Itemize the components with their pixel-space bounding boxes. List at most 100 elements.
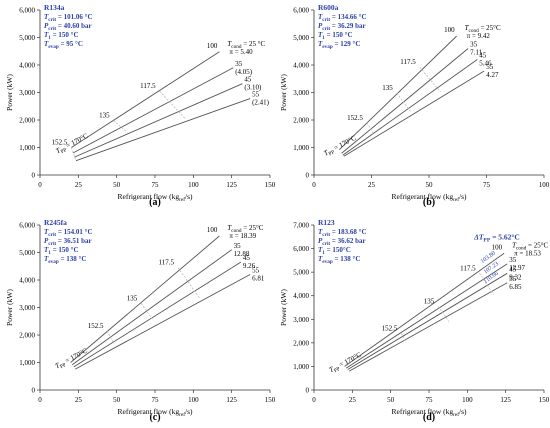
x-tick-label: 75	[483, 181, 491, 189]
x-tick-label: 25	[368, 181, 376, 189]
ratio-label: 7.11	[470, 49, 482, 57]
series-line-45	[347, 272, 508, 370]
ratio-label: 6.81	[252, 275, 265, 283]
ratio-label: 9.26	[243, 262, 256, 270]
fluid-name: R134a	[44, 3, 65, 12]
series-line-100	[338, 35, 457, 151]
isoline-label: 135	[127, 294, 138, 302]
y-tick-label: 0	[32, 387, 36, 395]
y-tick-label: 3,000	[293, 89, 309, 97]
y-tick-label: 5,000	[19, 249, 35, 257]
y-tick-label: 1,000	[19, 144, 35, 152]
chart-panel-2: 0 1,000 2,000 3,000 4,000 5,000 6,000 0 25 50 75 10…	[279, 3, 550, 208]
y-tick-label: 1,000	[19, 359, 35, 367]
y-tick-label: 5,000	[293, 269, 309, 277]
series-label: 55	[486, 63, 494, 71]
info-line: Tcrit = 183.68 °C	[318, 228, 367, 238]
series-line-100	[70, 235, 220, 363]
x-tick-label: 50	[387, 396, 395, 404]
x-tick-label: 0	[38, 181, 42, 189]
series-label: 35	[470, 41, 478, 49]
x-tick-label: 0	[38, 396, 42, 404]
tcond-label: Tcond = 25°C	[512, 241, 548, 251]
ratio-label: 6.85	[509, 283, 522, 291]
series-line-45	[342, 59, 478, 156]
y-tick-label: 3,000	[293, 316, 309, 324]
isoline	[437, 306, 450, 322]
series-line-35	[71, 249, 232, 366]
series-line-35	[72, 67, 234, 154]
ratio-label: π = 18.53	[514, 249, 541, 257]
tpp-label: TPP = 170°C	[322, 134, 358, 159]
isoline-label: 152.5	[347, 114, 363, 122]
panel-caption: (a)	[149, 197, 161, 208]
ratio-label: π = 18.39	[229, 232, 256, 240]
ratio-label: 12.88	[234, 250, 250, 258]
y-tick-label: 6,000	[19, 222, 35, 230]
isoline	[396, 92, 411, 112]
y-tick-label: 2,000	[19, 117, 35, 125]
series-label: 100	[207, 42, 218, 50]
y-tick-label: 1,000	[293, 144, 309, 152]
info-line: Tevap = 129 °C	[318, 40, 360, 50]
chart-panel-4: 0 1,000 2,000 3,000 4,000 5,000 6,000 7,000 0 25 5…	[279, 218, 550, 423]
isoline	[107, 330, 114, 344]
y-axis-label: Power (kW)	[5, 289, 14, 326]
series-line-35	[345, 263, 508, 369]
ratio-label: (3.10)	[244, 84, 262, 92]
isoline	[419, 66, 441, 93]
info-line: Tevap = 138 °C	[318, 255, 360, 265]
y-tick-label: 2,000	[293, 117, 309, 125]
series-line-45	[73, 261, 242, 368]
x-tick-label: 125	[226, 396, 237, 404]
y-tick-label: 5,000	[293, 34, 309, 42]
ratio-label: 5.46	[479, 60, 492, 68]
series-label: 100	[444, 26, 455, 34]
isoline	[159, 90, 186, 120]
isoline-label: 117.5	[159, 259, 175, 267]
x-tick-label: 100	[188, 396, 199, 404]
tcond-label: Tcond = 25°C	[227, 224, 263, 234]
x-tick-label: 75	[152, 181, 160, 189]
info-line: Tevap = 95 °C	[44, 40, 83, 50]
x-tick-label: 75	[152, 396, 160, 404]
y-tick-label: 4,000	[293, 292, 309, 300]
series-label: 45	[243, 254, 251, 262]
y-tick-label: 0	[306, 172, 310, 180]
x-tick-label: 25	[75, 396, 83, 404]
panel-caption: (b)	[423, 197, 435, 208]
y-tick-label: 0	[32, 172, 36, 180]
x-axis-label: Refrigerant flow (kgref/s)	[392, 407, 467, 418]
series-label: 45	[479, 52, 487, 60]
info-line: T1 = 150 °C	[318, 31, 353, 41]
series-label: 55	[252, 91, 259, 99]
series-line-55	[75, 274, 251, 370]
x-tick-label: 0	[312, 181, 316, 189]
tcond-label: Tcond = 25°C	[465, 24, 501, 34]
series-label: 35	[234, 242, 242, 250]
isoline-label: 135	[99, 112, 110, 120]
delta-tpp-label: ΔTPP = 5.62°C	[473, 232, 520, 243]
isoline-label: 135	[382, 84, 393, 92]
y-axis-label: Power (kW)	[279, 289, 288, 326]
y-tick-label: 5,000	[19, 34, 35, 42]
series-line-45	[74, 83, 243, 158]
info-line: Pcrit = 36.29 bar	[318, 22, 366, 32]
isoline-label: 152.5	[382, 324, 398, 332]
info-line: Pcrit = 36.51 bar	[44, 237, 92, 247]
y-tick-label: 6,000	[293, 7, 309, 15]
info-line: Tevap = 138 °C	[44, 255, 86, 265]
info-line: T1 = 150°C	[318, 246, 351, 256]
x-tick-label: 75	[426, 396, 434, 404]
fluid-name: R245fa	[44, 218, 67, 227]
series-line-35	[341, 48, 469, 154]
isoline	[140, 303, 154, 321]
x-axis-label: Refrigerant flow (kgref/s)	[392, 192, 467, 203]
info-line: Tcrit = 101.06 °C	[44, 13, 93, 23]
x-axis-label: Refrigerant flow (kgref/s)	[118, 407, 193, 418]
ratio-label: π = 5.40	[229, 48, 253, 56]
isoline	[177, 267, 200, 299]
tpp-label: TPP = 170°C	[54, 347, 90, 372]
series-label: 100	[207, 226, 218, 234]
series-label: 55	[252, 267, 259, 275]
